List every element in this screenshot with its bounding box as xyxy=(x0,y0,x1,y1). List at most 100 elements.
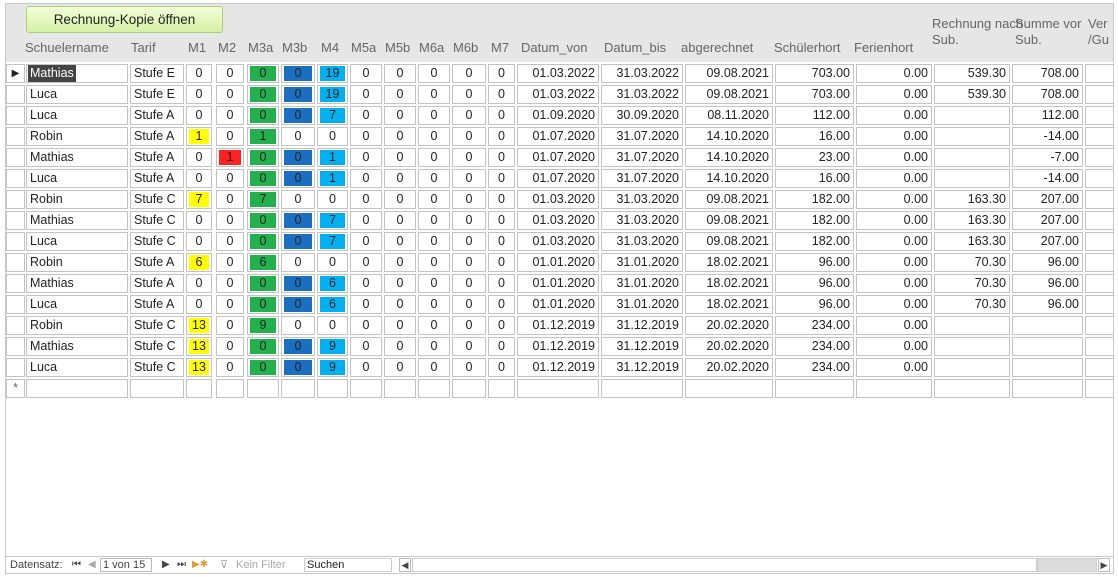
cell-von[interactable]: 01.01.2020 xyxy=(517,295,599,314)
cell-m3b[interactable]: 0 xyxy=(281,85,315,104)
cell-m6a[interactable]: 0 xyxy=(418,64,450,83)
cell-ferien[interactable]: 0.00 xyxy=(856,190,932,209)
cell-name[interactable]: Robin xyxy=(26,316,128,335)
cell-m4[interactable]: 6 xyxy=(317,295,348,314)
new-cell-abg[interactable] xyxy=(685,379,773,398)
table-row[interactable]: Mathias Stufe C 0 0 0 0 7 0 0 0 0 0 01.03.2020 31.03.… xyxy=(6,211,1113,232)
cell-m6b[interactable]: 0 xyxy=(452,253,486,272)
cell-m5b[interactable]: 0 xyxy=(384,148,416,167)
cell-bis[interactable]: 31.01.2020 xyxy=(601,253,683,272)
cell-m1[interactable]: 0 xyxy=(186,106,212,125)
cell-hort[interactable]: 703.00 xyxy=(775,85,854,104)
cell-ver[interactable] xyxy=(1085,64,1113,83)
cell-m1[interactable]: 0 xyxy=(186,232,212,251)
cell-m4[interactable]: 9 xyxy=(317,358,348,377)
cell-m7[interactable]: 0 xyxy=(488,148,515,167)
cell-vor[interactable]: 207.00 xyxy=(1012,232,1083,251)
cell-m3a[interactable]: 0 xyxy=(247,148,279,167)
cell-nach[interactable] xyxy=(934,127,1010,146)
cell-m5a[interactable]: 0 xyxy=(350,85,382,104)
new-cell-m2[interactable] xyxy=(216,379,244,398)
cell-m3b[interactable]: 0 xyxy=(281,316,315,335)
cell-ver[interactable] xyxy=(1085,106,1113,125)
cell-m6b[interactable]: 0 xyxy=(452,295,486,314)
cell-abg[interactable]: 09.08.2021 xyxy=(685,64,773,83)
cell-m3b[interactable]: 0 xyxy=(281,106,315,125)
cell-von[interactable]: 01.03.2020 xyxy=(517,211,599,230)
cell-von[interactable]: 01.03.2022 xyxy=(517,64,599,83)
cell-m2[interactable]: 0 xyxy=(216,316,244,335)
filter-icon[interactable]: ⊽ xyxy=(220,559,229,571)
cell-m2[interactable]: 0 xyxy=(216,232,244,251)
cell-m5a[interactable]: 0 xyxy=(350,64,382,83)
cell-m6a[interactable]: 0 xyxy=(418,358,450,377)
cell-ver[interactable] xyxy=(1085,85,1113,104)
cell-m3b[interactable]: 0 xyxy=(281,337,315,356)
cell-ferien[interactable]: 0.00 xyxy=(856,232,932,251)
cell-ferien[interactable]: 0.00 xyxy=(856,274,932,293)
column-header-m1[interactable]: M1 xyxy=(188,40,207,55)
cell-bis[interactable]: 31.01.2020 xyxy=(601,274,683,293)
cell-m6b[interactable]: 0 xyxy=(452,64,486,83)
prev-record-icon[interactable]: ◀ xyxy=(88,559,96,570)
cell-bis[interactable]: 31.03.2020 xyxy=(601,190,683,209)
table-row[interactable]: Luca Stufe A 0 0 0 0 7 0 0 0 0 0 01.09.2020 30.09.202… xyxy=(6,106,1113,127)
new-cell-vor[interactable] xyxy=(1012,379,1083,398)
record-position-input[interactable]: 1 von 15 xyxy=(100,558,152,572)
new-cell-m3b[interactable] xyxy=(281,379,315,398)
column-header-bis[interactable]: Datum_bis xyxy=(604,40,667,55)
cell-m5b[interactable]: 0 xyxy=(384,295,416,314)
cell-m3b[interactable]: 0 xyxy=(281,274,315,293)
cell-ferien[interactable]: 0.00 xyxy=(856,127,932,146)
cell-m3a[interactable]: 7 xyxy=(247,190,279,209)
cell-m4[interactable]: 19 xyxy=(317,64,348,83)
cell-ver[interactable] xyxy=(1085,211,1113,230)
cell-m5a[interactable]: 0 xyxy=(350,106,382,125)
cell-vor[interactable]: 207.00 xyxy=(1012,211,1083,230)
cell-hort[interactable]: 112.00 xyxy=(775,106,854,125)
cell-m3a[interactable]: 0 xyxy=(247,232,279,251)
cell-m5a[interactable]: 0 xyxy=(350,358,382,377)
column-header-name[interactable]: Schuelername xyxy=(25,40,109,55)
cell-abg[interactable]: 14.10.2020 xyxy=(685,127,773,146)
record-selector[interactable] xyxy=(6,358,25,377)
cell-m5b[interactable]: 0 xyxy=(384,169,416,188)
cell-m7[interactable]: 0 xyxy=(488,106,515,125)
new-cell-m3a[interactable] xyxy=(247,379,279,398)
cell-bis[interactable]: 31.03.2022 xyxy=(601,85,683,104)
cell-m7[interactable]: 0 xyxy=(488,127,515,146)
cell-m6a[interactable]: 0 xyxy=(418,232,450,251)
new-cell-m6b[interactable] xyxy=(452,379,486,398)
cell-m5b[interactable]: 0 xyxy=(384,232,416,251)
cell-m3b[interactable]: 0 xyxy=(281,253,315,272)
new-record-icon[interactable]: ▶✱ xyxy=(192,559,209,570)
column-header-abg[interactable]: abgerechnet xyxy=(681,40,754,55)
cell-vor[interactable]: 708.00 xyxy=(1012,64,1083,83)
cell-name[interactable]: Robin xyxy=(26,253,128,272)
cell-m1[interactable]: 7 xyxy=(186,190,212,209)
cell-m3b[interactable]: 0 xyxy=(281,295,315,314)
cell-m5a[interactable]: 0 xyxy=(350,316,382,335)
cell-m5a[interactable]: 0 xyxy=(350,148,382,167)
cell-m6b[interactable]: 0 xyxy=(452,232,486,251)
cell-ver[interactable] xyxy=(1085,253,1113,272)
cell-tarif[interactable]: Stufe C xyxy=(130,337,184,356)
cell-hort[interactable]: 96.00 xyxy=(775,253,854,272)
cell-tarif[interactable]: Stufe A xyxy=(130,169,184,188)
cell-m2[interactable]: 0 xyxy=(216,274,244,293)
cell-nach[interactable]: 163.30 xyxy=(934,190,1010,209)
table-row[interactable]: Robin Stufe A 6 0 6 0 0 0 0 0 0 0 01.01.2020 31.01.20… xyxy=(6,253,1113,274)
cell-m6a[interactable]: 0 xyxy=(418,190,450,209)
table-row[interactable]: Mathias Stufe C 13 0 0 0 9 0 0 0 0 0 01.12.2019 31.12… xyxy=(6,337,1113,358)
cell-nach[interactable]: 70.30 xyxy=(934,253,1010,272)
column-header-nach[interactable]: Rechnung nach Sub. xyxy=(932,16,1024,47)
cell-ver[interactable] xyxy=(1085,358,1113,377)
record-selector[interactable] xyxy=(6,274,25,293)
cell-nach[interactable] xyxy=(934,316,1010,335)
cell-m3b[interactable]: 0 xyxy=(281,64,315,83)
cell-tarif[interactable]: Stufe A xyxy=(130,274,184,293)
cell-abg[interactable]: 18.02.2021 xyxy=(685,253,773,272)
cell-m1[interactable]: 13 xyxy=(186,337,212,356)
cell-m5b[interactable]: 0 xyxy=(384,85,416,104)
record-selector[interactable] xyxy=(6,148,25,167)
